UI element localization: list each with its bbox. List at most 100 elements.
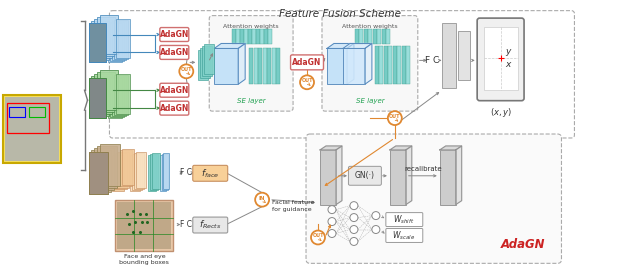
Text: OUT: OUT [301, 78, 313, 83]
Polygon shape [343, 43, 372, 49]
Circle shape [328, 218, 336, 225]
Bar [248, 28, 252, 44]
Polygon shape [365, 43, 372, 84]
Polygon shape [347, 43, 354, 84]
Text: Facial feature: Facial feature [272, 200, 315, 205]
Text: $W_{scale}$: $W_{scale}$ [392, 229, 415, 242]
Bar [244, 28, 248, 44]
Bar [163, 153, 170, 189]
Bar [4, 97, 59, 161]
Bar [387, 28, 390, 44]
Polygon shape [238, 43, 245, 84]
Bar [150, 154, 158, 190]
Bar [202, 46, 212, 76]
Bar [360, 28, 364, 44]
Bar [252, 28, 256, 44]
Bar [97, 17, 115, 56]
Text: F C: F C [180, 220, 192, 229]
FancyBboxPatch shape [306, 134, 561, 263]
Bar [148, 155, 156, 191]
Bar [236, 28, 240, 44]
Bar [384, 46, 388, 84]
Bar [136, 152, 147, 188]
Bar [249, 49, 253, 84]
Circle shape [300, 75, 314, 89]
Circle shape [179, 64, 193, 78]
FancyBboxPatch shape [160, 101, 189, 115]
Bar [382, 28, 386, 44]
Text: $W_{shift}$: $W_{shift}$ [393, 213, 415, 226]
Text: Face and eye: Face and eye [124, 254, 165, 259]
Bar [88, 152, 108, 194]
Bar [271, 49, 276, 84]
Bar [115, 200, 173, 251]
Text: $f_{face}$: $f_{face}$ [201, 167, 220, 180]
Bar [9, 107, 25, 117]
Bar [92, 76, 109, 116]
Text: $(x, y)$: $(x, y)$ [490, 106, 511, 119]
Bar [108, 78, 122, 118]
Text: SE layer: SE layer [356, 98, 384, 104]
Polygon shape [327, 43, 354, 49]
Circle shape [372, 225, 380, 234]
Bar [256, 28, 260, 44]
Bar [118, 152, 129, 188]
Bar [92, 150, 111, 192]
Text: GN(·): GN(·) [355, 171, 375, 180]
FancyBboxPatch shape [160, 46, 189, 59]
Text: AdaGN: AdaGN [501, 238, 545, 251]
Polygon shape [214, 43, 245, 49]
Bar [3, 95, 61, 163]
Bar [131, 155, 140, 191]
Bar [152, 153, 161, 189]
Bar [95, 19, 113, 58]
Text: OUT: OUT [180, 67, 192, 72]
Bar [88, 78, 106, 118]
Bar [88, 22, 106, 62]
Bar [113, 21, 127, 60]
Bar [100, 70, 118, 110]
Text: SE layer: SE layer [237, 98, 266, 104]
Polygon shape [390, 146, 412, 150]
Bar [116, 19, 131, 58]
Bar [115, 153, 127, 189]
Bar [397, 46, 401, 84]
FancyBboxPatch shape [348, 166, 381, 185]
Polygon shape [320, 146, 342, 150]
Bar [393, 46, 397, 84]
Bar [402, 46, 406, 84]
Bar [162, 154, 168, 190]
Bar [122, 149, 134, 185]
FancyBboxPatch shape [193, 165, 228, 181]
FancyBboxPatch shape [477, 18, 524, 101]
Bar [134, 153, 145, 189]
Bar [29, 107, 45, 117]
FancyBboxPatch shape [160, 83, 189, 97]
Circle shape [350, 225, 358, 234]
Bar [390, 150, 406, 205]
Bar [440, 150, 456, 205]
Bar [442, 22, 456, 88]
Text: AdaGN: AdaGN [159, 48, 189, 57]
Bar [88, 22, 106, 62]
Bar [111, 22, 124, 62]
Bar [240, 28, 244, 44]
Bar [95, 74, 113, 114]
Circle shape [350, 237, 358, 246]
Bar [276, 49, 280, 84]
Bar [115, 75, 129, 115]
Bar [378, 28, 381, 44]
Bar [108, 22, 122, 62]
Bar [120, 150, 132, 186]
Bar [200, 49, 210, 78]
FancyBboxPatch shape [322, 16, 418, 111]
FancyBboxPatch shape [209, 16, 293, 111]
Bar [262, 49, 267, 84]
FancyBboxPatch shape [386, 228, 423, 243]
Text: $f_{Rects}$: $f_{Rects}$ [199, 219, 221, 231]
Text: F C: F C [424, 56, 439, 65]
Bar [204, 44, 214, 74]
Bar [100, 144, 120, 186]
Text: OUT: OUT [389, 114, 401, 119]
Text: for guidance: for guidance [272, 207, 312, 212]
